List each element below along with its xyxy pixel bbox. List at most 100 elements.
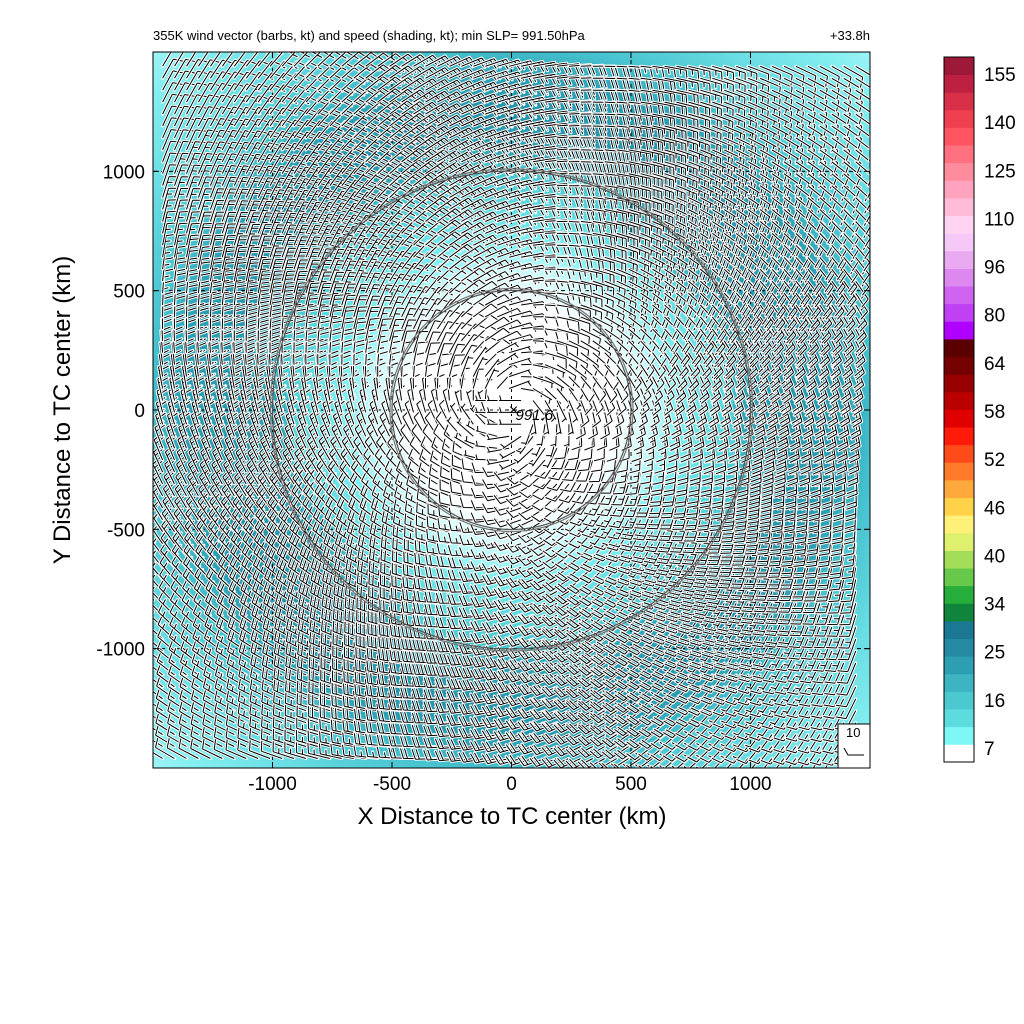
wind-barb [341,272,360,294]
wind-barb [297,606,319,628]
wind-barb [394,486,414,509]
wind-barb [321,595,343,616]
wind-barb [191,652,211,676]
wind-barb [293,236,313,258]
wind-barb [303,469,319,497]
wind-barb [317,132,342,151]
wind-barb [304,457,319,485]
wind-barb [329,271,348,294]
wind-barb [413,78,441,91]
wind-barb [377,123,404,139]
wind-barb [261,679,283,700]
wind-barb [245,200,265,222]
wind-barb [191,664,211,688]
wind-barb [401,171,428,187]
wind-barb [265,530,283,556]
wind-barb [425,102,453,115]
wind-barb [269,247,287,270]
wind-barb [274,630,295,652]
wind-barb [182,349,194,377]
wind-barb [317,167,341,186]
wind-barb [395,460,414,485]
wind-barb [178,725,199,747]
wind-barb [213,726,235,747]
wind-barb [167,688,187,712]
forecast-time-label: +33.8h [830,28,870,43]
wind-barb [413,90,441,103]
wind-barb [153,703,163,712]
wind-barb [389,181,415,198]
wind-barb [281,224,301,246]
wind-barb [186,480,199,509]
wind-barb [202,689,223,712]
wind-barb [202,738,223,759]
wind-barb [258,457,271,485]
wind-barb [329,132,355,151]
wind-barb [202,714,223,736]
wind-barb [311,532,331,556]
wind-barbs [153,52,870,768]
wind-barb [214,702,235,724]
wind-barb [293,270,310,294]
wind-barb [254,530,271,556]
wind-barb [290,494,307,521]
wind-barb [178,737,199,759]
wind-barb [317,294,333,318]
wind-barb [317,144,342,163]
wind-barb [401,194,427,210]
wind-barb [305,143,329,163]
wind-barb [218,554,235,580]
wind-barb [277,518,295,545]
wind-barb [250,666,271,688]
wind-barb [286,581,307,604]
wind-barb [413,217,439,234]
wind-barb [365,145,391,163]
wind-barb [413,125,441,139]
wind-barb [269,270,286,294]
wind-barb [300,519,319,545]
wind-barb [166,725,187,747]
wind-barb [237,703,259,724]
wind-barb [269,457,283,485]
wind-barb [353,145,379,163]
wind-barb [178,713,199,736]
wind-barb [357,547,378,568]
wind-barb [274,617,295,640]
wind-barb [353,122,379,139]
wind-barb [180,652,199,676]
wind-barb [203,640,223,664]
wind-barb [298,594,319,616]
wind-barb [322,545,343,568]
wind-barb [377,99,404,115]
wind-barb [255,350,267,377]
wind-barb [237,715,259,736]
wind-barb [255,493,271,521]
wind-barb [289,519,307,545]
wind-barb [231,350,243,377]
wind-barb [240,579,259,604]
wind-barb [214,665,235,688]
wind-barb [353,133,379,151]
wind-barb [401,112,429,127]
wind-barb [233,246,250,270]
wind-barb [297,643,319,664]
wind-barb [167,676,187,700]
wind-barb [425,149,453,163]
wind-barb [383,472,402,497]
wind-barb [257,258,274,282]
wind-barb [226,702,247,724]
wind-barb [249,678,271,700]
wind-barb [389,135,416,151]
wind-barb [389,100,416,115]
wind-barb [401,330,418,353]
wind-barb [245,212,265,234]
wind-barb [294,445,307,473]
wind-barb [240,567,259,592]
wind-barb [309,632,331,652]
wind-barb [153,678,163,688]
wind-barb [221,481,235,509]
wind-barb [329,283,347,306]
wind-barb [413,113,441,127]
wind-barb [233,257,249,282]
wind-barb [272,741,295,759]
